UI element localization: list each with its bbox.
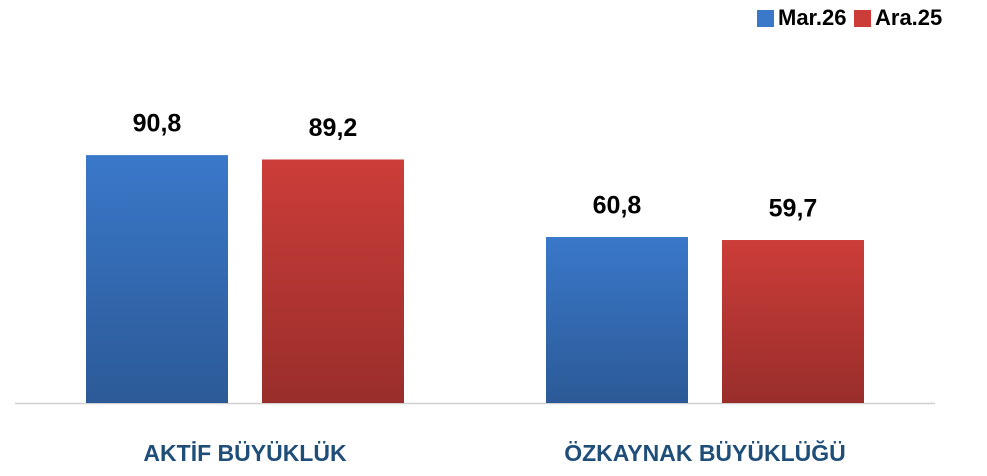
value-label: 89,2 <box>309 114 358 142</box>
bar <box>546 237 688 403</box>
bar <box>262 159 404 403</box>
value-label: 60,8 <box>593 192 642 220</box>
x-tick-label: AKTİF BÜYÜKLÜK <box>143 440 347 466</box>
legend-label: Mar.26 <box>778 5 847 30</box>
bar <box>86 155 228 403</box>
legend-label: Ara.25 <box>875 5 942 30</box>
value-label: 59,7 <box>769 195 818 223</box>
bar <box>722 240 864 403</box>
legend-swatch <box>854 10 871 27</box>
x-tick-label: ÖZKAYNAK BÜYÜKLÜĞÜ <box>564 439 846 466</box>
value-label: 90,8 <box>133 110 182 138</box>
legend-swatch <box>757 10 774 27</box>
